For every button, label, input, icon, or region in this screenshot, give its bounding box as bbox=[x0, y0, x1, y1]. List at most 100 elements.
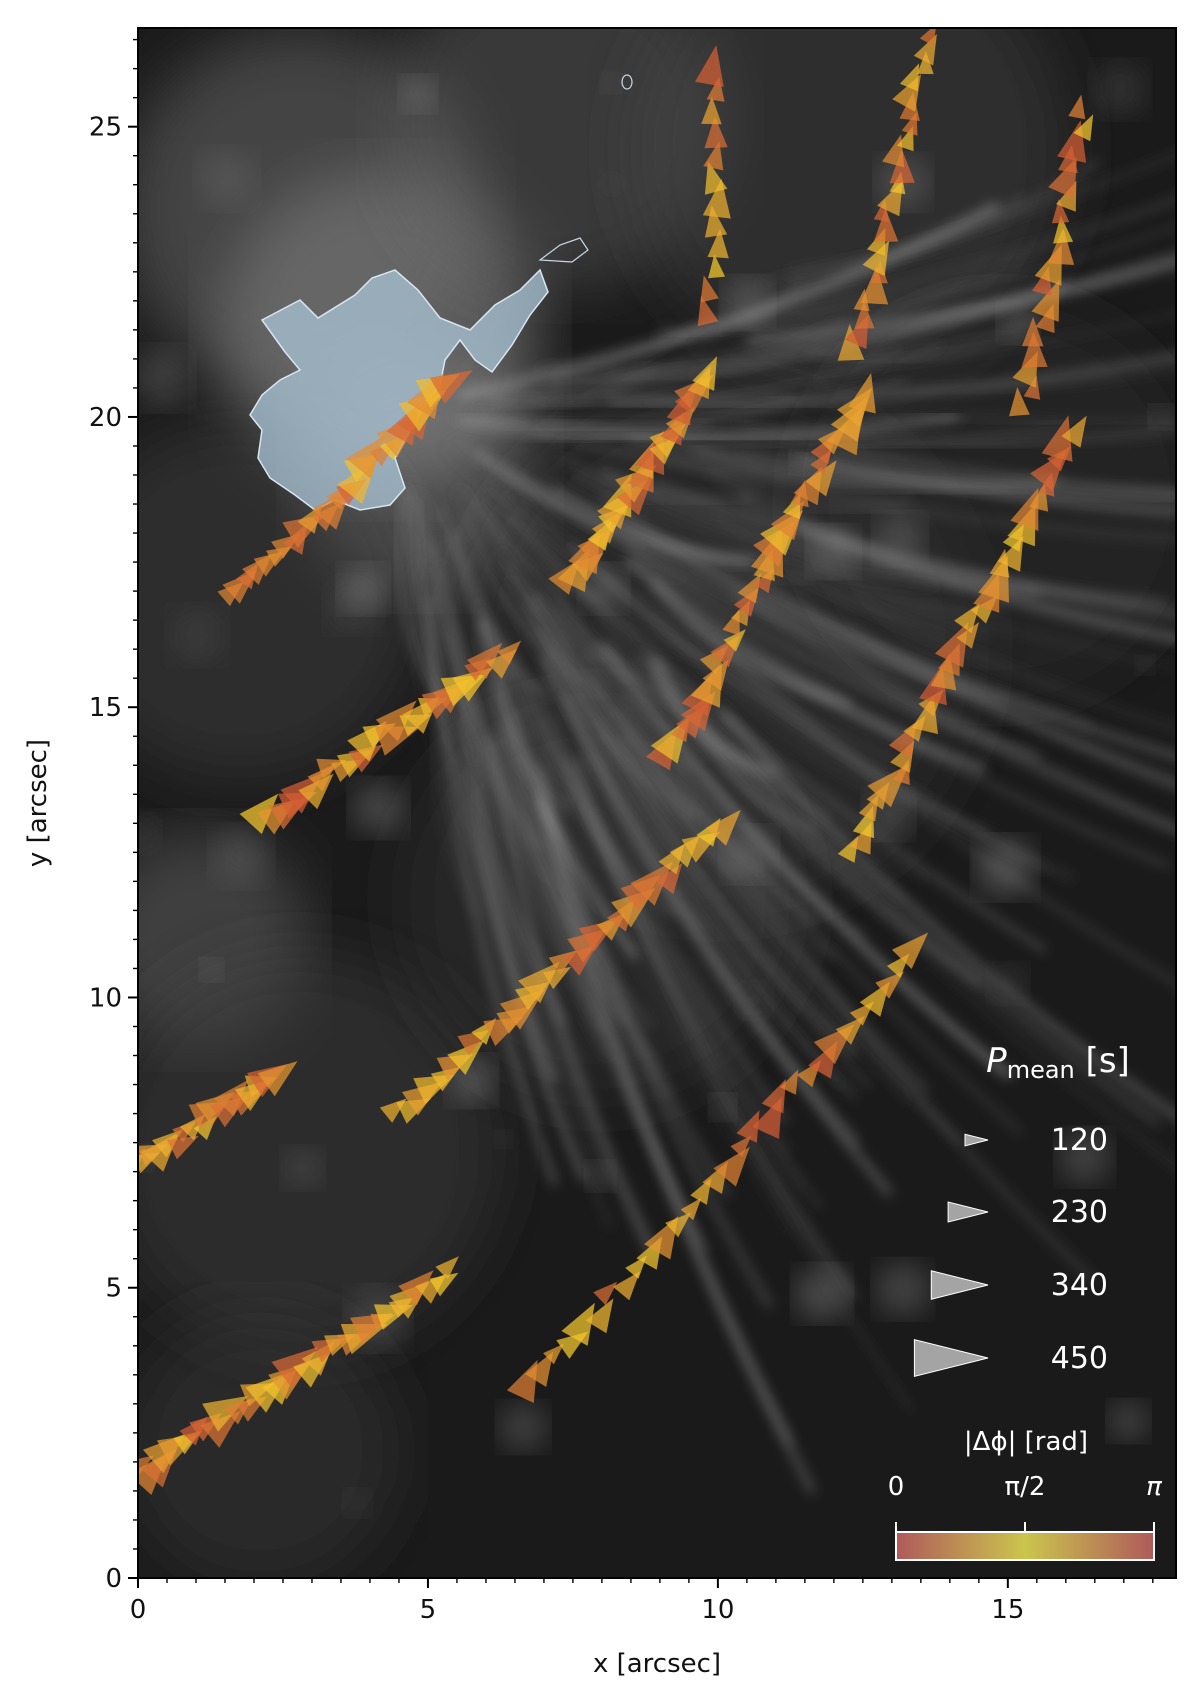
texture-spot bbox=[710, 1094, 736, 1120]
texture-spot bbox=[875, 1262, 930, 1317]
data-marker bbox=[835, 1016, 865, 1045]
data-marker bbox=[1047, 228, 1075, 265]
x-axis: 0 5 10 15 bbox=[130, 1578, 1154, 1625]
data-marker bbox=[1010, 487, 1039, 531]
size-legend-label: 120 bbox=[1051, 1123, 1108, 1158]
y-tick-label: 5 bbox=[105, 1274, 122, 1304]
texture-fibril bbox=[691, 311, 1176, 377]
y-axis: 0 5 10 15 20 25 bbox=[89, 38, 138, 1594]
colorbar-title: |Δϕ| [rad] bbox=[964, 1427, 1088, 1457]
texture-fibril bbox=[479, 619, 638, 959]
size-legend-symbol: P bbox=[986, 1041, 1007, 1081]
x-tick-label: 10 bbox=[701, 1595, 734, 1625]
texture-fibril bbox=[626, 541, 1041, 759]
size-legend-title: Pmean [s] bbox=[986, 1041, 1130, 1084]
data-marker bbox=[882, 134, 905, 168]
texture-fibril bbox=[646, 655, 1161, 1127]
texture-glow bbox=[138, 1310, 400, 1578]
texture-fibril bbox=[487, 280, 1068, 403]
texture-fibril bbox=[798, 455, 1176, 516]
x-tick-label: 15 bbox=[991, 1595, 1024, 1625]
texture-fibril bbox=[652, 660, 778, 777]
texture-spot bbox=[1109, 1401, 1148, 1441]
data-marker bbox=[1021, 331, 1048, 368]
data-marker bbox=[613, 1271, 640, 1301]
data-marker bbox=[700, 275, 719, 303]
texture-fibril bbox=[595, 644, 867, 940]
texture-glow bbox=[138, 950, 500, 1350]
data-marker bbox=[891, 932, 929, 969]
data-marker bbox=[497, 640, 522, 665]
texture-fibril bbox=[720, 711, 1176, 1120]
x-tick-label: 0 bbox=[130, 1595, 147, 1625]
texture-spot bbox=[499, 1403, 547, 1451]
data-marker bbox=[398, 1270, 434, 1306]
colorbar-tick-0: 0 bbox=[888, 1472, 905, 1502]
data-marker bbox=[1022, 316, 1044, 347]
texture-spot bbox=[723, 278, 772, 327]
data-marker bbox=[561, 1302, 595, 1346]
texture-fibril bbox=[479, 479, 899, 764]
size-legend-entries: 120 230 340 450 bbox=[913, 1123, 1108, 1378]
size-legend-marker bbox=[964, 1133, 989, 1147]
texture-spot bbox=[581, 566, 627, 612]
texture-spot bbox=[795, 1267, 849, 1321]
texture-spot bbox=[212, 827, 270, 885]
texture-spot bbox=[339, 565, 387, 612]
texture-spot bbox=[495, 1131, 512, 1148]
data-marker bbox=[917, 51, 934, 75]
data-marker bbox=[429, 370, 473, 404]
colorbar-tick-2: π bbox=[1146, 1472, 1162, 1502]
data-marker bbox=[723, 629, 746, 652]
texture-fibril bbox=[785, 517, 1176, 643]
texture-fibril bbox=[488, 460, 1092, 730]
texture-fibril bbox=[508, 711, 660, 1071]
texture-fibril bbox=[598, 724, 857, 1099]
texture-fibril bbox=[742, 223, 1176, 329]
data-marker bbox=[736, 1110, 760, 1143]
texture-fibril bbox=[436, 565, 612, 1058]
texture-fibril bbox=[835, 407, 1176, 424]
texture-fibril bbox=[624, 556, 986, 773]
data-marker bbox=[848, 372, 876, 414]
size-legend-marker bbox=[930, 1270, 989, 1300]
texture-fibril bbox=[547, 710, 792, 1153]
texture-fibril bbox=[653, 452, 1176, 543]
data-marker bbox=[706, 809, 741, 846]
texture-fibril bbox=[484, 361, 656, 409]
data-marker bbox=[466, 642, 503, 679]
data-marker bbox=[780, 1069, 799, 1095]
data-marker bbox=[704, 161, 728, 195]
texture-fibril bbox=[601, 643, 1013, 1079]
texture-fibril bbox=[407, 501, 482, 762]
data-marker bbox=[1041, 415, 1073, 462]
data-marker bbox=[956, 622, 980, 649]
texture-fibril bbox=[499, 665, 573, 813]
size-legend-marker bbox=[947, 1201, 989, 1223]
data-marker bbox=[737, 573, 762, 604]
texture-fibril bbox=[757, 151, 1176, 290]
texture-glow bbox=[138, 420, 420, 780]
data-marker bbox=[1073, 114, 1094, 142]
data-marker bbox=[899, 63, 920, 92]
colorbar: |Δϕ| [rad] 0 π/2 π bbox=[888, 1427, 1162, 1561]
texture-fibril bbox=[782, 562, 1176, 735]
data-marker bbox=[1068, 94, 1086, 120]
texture-fibril bbox=[595, 612, 906, 903]
texture-spot bbox=[722, 828, 776, 881]
texture-fibril bbox=[479, 740, 551, 976]
texture-fibril bbox=[651, 580, 852, 706]
data-marker bbox=[167, 1135, 199, 1160]
data-marker bbox=[703, 141, 724, 171]
texture-fibril bbox=[714, 514, 913, 576]
data-marker bbox=[200, 1410, 241, 1448]
y-tick-label: 15 bbox=[89, 693, 122, 723]
data-marker bbox=[375, 700, 417, 742]
data-marker bbox=[708, 254, 726, 279]
texture-fibril bbox=[619, 734, 855, 1055]
texture-spot bbox=[586, 1162, 614, 1190]
axes-frame bbox=[137, 27, 1177, 1579]
contour-dot bbox=[621, 74, 633, 90]
size-legend: Pmean [s] 120 230 340 450 bbox=[913, 1041, 1130, 1378]
texture-fibril bbox=[410, 498, 496, 788]
